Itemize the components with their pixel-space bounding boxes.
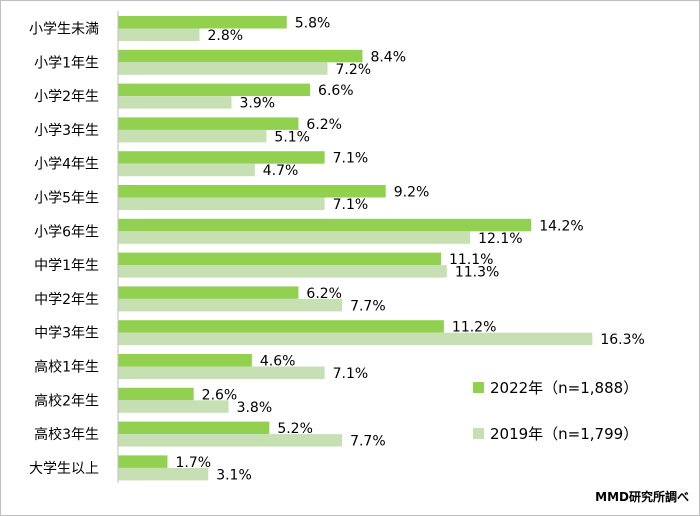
bar-2019 [118,434,343,447]
bar-2022 [118,83,311,97]
data-label-2022: 6.6% [318,83,354,99]
bar-2019 [118,62,328,75]
data-label-2022: 1.7% [175,455,211,471]
bar-2022 [118,252,442,266]
category-label: 中学1年生 [34,258,99,274]
data-label-2019: 7.2% [336,62,372,78]
legend-label-2022: 2022年（n=1,888） [490,379,638,397]
bar-2019 [118,129,267,143]
bar-2019 [118,366,325,379]
bar-2019 [118,400,229,413]
bar-2022 [118,286,299,299]
data-label-2019: 3.1% [216,467,252,483]
data-label-2019: 7.7% [350,298,386,314]
data-label-2019: 7.1% [333,197,369,213]
bar-2022 [118,151,325,164]
bar-2022 [118,49,363,63]
category-label: 小学4年生 [34,157,99,173]
data-label-2019: 4.7% [263,163,299,179]
bar-2019 [118,467,209,481]
category-label: 小学生未満 [29,22,99,38]
category-label: 小学1年生 [34,55,99,71]
category-label: 高校3年生 [34,426,99,443]
bar-2022 [118,16,287,29]
data-label-2022: 8.4% [370,49,406,65]
data-label-2019: 2.8% [207,28,243,44]
data-label-2022: 9.2% [394,185,430,201]
bar-2019 [118,298,343,312]
legend-label-2019: 2019年（n=1,799） [490,425,638,443]
category-label: 大学生以上 [29,461,99,477]
bar-2022 [118,421,270,435]
source-note: MMD研究所調べ [595,489,689,504]
bar-2022 [118,218,532,232]
bar-2019 [118,332,593,346]
bar-2022 [118,117,299,130]
bar-2022 [118,354,252,367]
data-label-2022: 4.6% [260,354,296,370]
bar-2019 [118,265,447,278]
bars [118,16,593,481]
value-labels: 5.8%2.8%8.4%7.2%6.6%3.9%6.2%5.1%7.1%4.7%… [175,16,644,484]
category-label: 小学3年生 [34,123,99,139]
data-label-2019: 12.1% [478,231,522,247]
data-label-2019: 11.3% [455,265,499,281]
data-label-2019: 7.7% [350,434,386,450]
data-label-2022: 5.2% [277,421,313,437]
data-label-2022: 7.1% [333,151,369,167]
data-label-2022: 11.1% [449,252,493,268]
data-label-2022: 6.2% [306,117,342,133]
bar-2019 [118,96,232,109]
legend: 2022年（n=1,888） 2019年（n=1,799） [473,379,638,443]
legend-swatch-2019 [473,428,484,439]
data-label-2022: 14.2% [539,218,583,234]
category-label: 高校1年生 [34,359,99,376]
category-labels: 小学生未満小学1年生小学2年生小学3年生小学4年生小学5年生小学6年生中学1年生… [29,22,99,477]
legend-swatch-2022 [473,382,484,393]
data-label-2022: 11.2% [452,320,496,336]
bar-2019 [118,231,471,244]
data-label-2022: 5.8% [295,16,331,32]
data-label-2019: 3.9% [239,96,275,112]
bar-2022 [118,320,444,333]
data-label-2019: 16.3% [600,332,644,348]
category-label: 高校2年生 [34,392,99,409]
bar-2022 [118,387,194,401]
category-label: 小学6年生 [34,224,99,240]
bar-2019 [118,28,200,41]
category-label: 小学5年生 [34,191,99,207]
bar-2022 [118,455,168,468]
category-label: 小学2年生 [34,89,99,105]
bar-2022 [118,185,386,198]
bar-2019 [118,197,325,210]
category-label: 中学2年生 [34,292,99,308]
data-label-2022: 6.2% [306,286,342,302]
category-label: 中学3年生 [34,326,99,342]
data-label-2019: 3.8% [237,400,273,416]
data-label-2019: 7.1% [333,366,369,382]
data-label-2019: 5.1% [274,129,310,145]
data-label-2022: 2.6% [202,387,238,403]
bar-2019 [118,163,255,177]
